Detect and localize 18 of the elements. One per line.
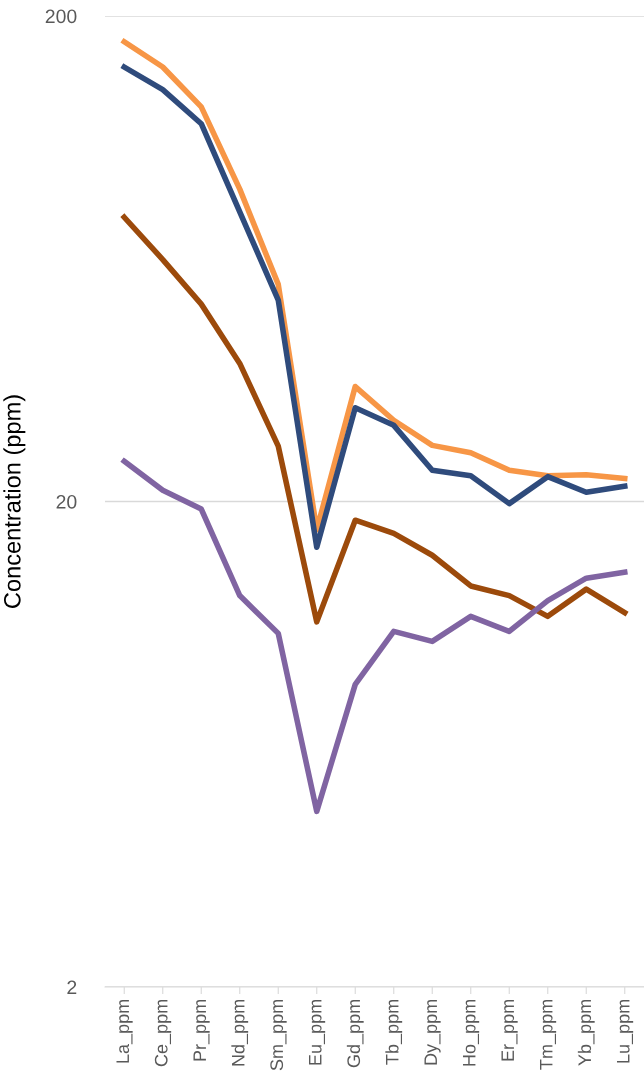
x-tick-label: Eu_ppm: [309, 999, 326, 1065]
x-tick-label: Yb_ppm: [577, 999, 595, 1066]
y-tick-label: 200: [45, 9, 77, 24]
x-tick-label: Ce_ppm: [154, 999, 172, 1067]
x-tick-label: Tm_ppm: [540, 999, 557, 1070]
x-tick-label: Pr_ppm: [193, 999, 210, 1061]
x-tick-label: Nd_ppm: [231, 999, 249, 1066]
x-tick-label: Tb_ppm: [385, 999, 403, 1065]
y-tick-label: 2: [67, 980, 77, 995]
x-tick-label: Lu_ppm: [617, 999, 634, 1063]
x-tick-label: Dy_ppm: [424, 999, 441, 1065]
y-axis-title: Concentration (ppm): [3, 395, 26, 608]
x-tick-label: Er_ppm: [501, 999, 518, 1061]
x-tick-label: Ho_ppm: [463, 999, 480, 1066]
x-tick-label: La_ppm: [116, 999, 133, 1063]
y-tick-label: 20: [56, 494, 77, 509]
x-tick-label: Gd_ppm: [346, 999, 364, 1068]
x-tick-label: Sm_ppm: [270, 999, 287, 1071]
